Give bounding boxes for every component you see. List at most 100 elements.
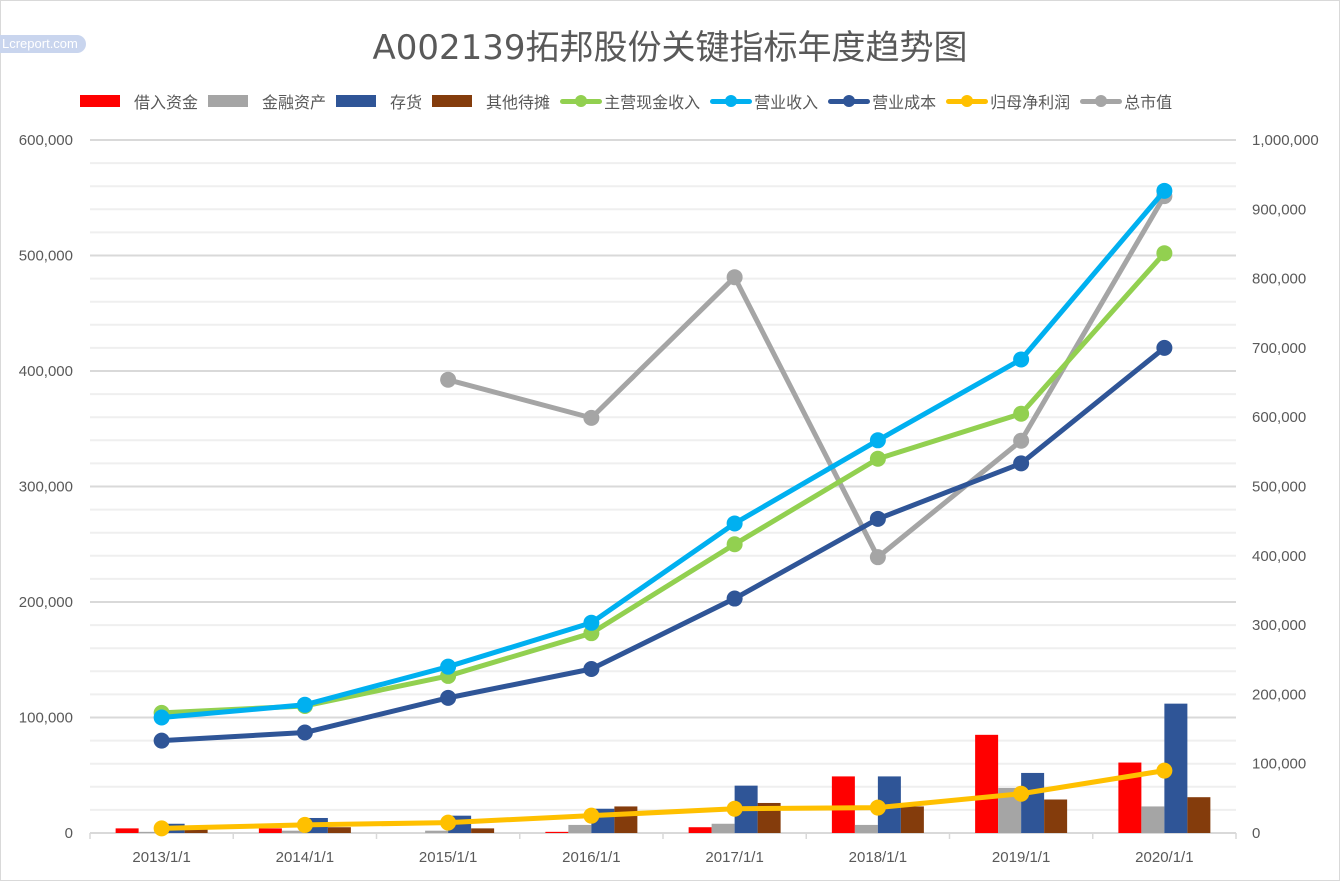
data-point — [869, 799, 886, 816]
bar — [568, 824, 592, 833]
legend-item-line-4[interactable]: 总市值 — [1080, 89, 1172, 113]
bar — [327, 827, 351, 833]
legend-swatch — [710, 95, 753, 107]
bar — [831, 776, 855, 833]
bar — [711, 823, 735, 833]
y-left-tick-label: 400,000 — [19, 363, 73, 380]
legend-item-line-1[interactable]: 营业收入 — [710, 89, 818, 113]
y-left-tick-label: 300,000 — [19, 479, 73, 496]
bar — [1141, 806, 1165, 833]
bar — [545, 831, 569, 833]
data-point — [440, 814, 457, 831]
y-left-tick-label: 600,000 — [19, 132, 73, 149]
data-point — [1156, 762, 1173, 779]
legend-item-line-0[interactable]: 主营现金收入 — [560, 89, 700, 113]
bar — [281, 830, 305, 833]
bar — [900, 806, 924, 833]
legend-item-line-3[interactable]: 归母净利润 — [946, 89, 1070, 113]
legend-label: 其他待摊 — [486, 93, 551, 112]
data-point — [869, 510, 886, 527]
y-right-tick-label: 800,000 — [1252, 271, 1306, 288]
data-point — [440, 371, 457, 388]
legend-label: 存货 — [390, 93, 423, 112]
bar — [688, 827, 712, 833]
series-line — [159, 345, 1167, 744]
y-right-tick-label: 600,000 — [1252, 409, 1306, 426]
watermark: Lcreport.com — [0, 35, 86, 53]
data-point — [296, 696, 313, 713]
bar — [614, 806, 638, 833]
data-point — [583, 807, 600, 824]
y-right-tick-label: 300,000 — [1252, 617, 1306, 634]
x-tick-label: 2015/1/1 — [419, 849, 477, 866]
data-point — [153, 732, 170, 749]
y-left-tick-label: 0 — [65, 825, 73, 842]
legend-label: 营业收入 — [754, 93, 819, 112]
y-right-tick-label: 700,000 — [1252, 340, 1306, 357]
bar — [1044, 799, 1068, 833]
legend-item-line-2[interactable]: 营业成本 — [828, 89, 936, 113]
legend: 借入资金 金融资产 存货 其他待摊 主营现金收入 营业收入 营业成本 归母净利润… — [80, 89, 1182, 113]
data-point — [583, 614, 600, 631]
data-point — [1013, 351, 1030, 368]
x-tick-label: 2016/1/1 — [562, 849, 620, 866]
legend-item-bar-1[interactable]: 金融资产 — [208, 89, 326, 113]
bar — [184, 829, 208, 833]
legend-label: 金融资产 — [262, 93, 327, 112]
data-point — [1156, 339, 1173, 356]
x-tick-label: 2014/1/1 — [276, 849, 334, 866]
data-point — [583, 660, 600, 677]
data-point — [440, 689, 457, 706]
bar — [854, 824, 878, 833]
gridlines — [90, 139, 1236, 811]
series-line — [445, 193, 1167, 560]
x-tick-label: 2013/1/1 — [132, 849, 190, 866]
legend-label: 总市值 — [1124, 93, 1173, 112]
y-right-tick-label: 900,000 — [1252, 201, 1306, 218]
data-point — [726, 800, 743, 817]
legend-label: 主营现金收入 — [604, 93, 701, 112]
data-point — [869, 432, 886, 449]
bar — [115, 828, 139, 833]
data-point — [726, 269, 743, 286]
data-point — [1156, 245, 1173, 262]
data-point — [726, 590, 743, 607]
bar — [1187, 797, 1211, 833]
legend-swatch — [946, 95, 989, 107]
data-point — [1013, 455, 1030, 472]
bar — [425, 830, 449, 833]
data-point — [1013, 405, 1030, 422]
series-line — [159, 250, 1167, 716]
y-left-tick-label: 100,000 — [19, 710, 73, 727]
legend-swatch — [828, 95, 871, 107]
legend-label: 归母净利润 — [990, 93, 1071, 112]
legend-item-bar-0[interactable]: 借入资金 — [80, 89, 198, 113]
data-point — [296, 724, 313, 741]
data-point — [869, 450, 886, 467]
y-right-tick-label: 1,000,000 — [1252, 132, 1319, 149]
bar — [258, 828, 282, 833]
y-right-tick-label: 400,000 — [1252, 548, 1306, 565]
series-line — [159, 768, 1167, 831]
data-point — [726, 536, 743, 553]
legend-item-bar-2[interactable]: 存货 — [336, 89, 422, 113]
y-left-tick-label: 500,000 — [19, 248, 73, 265]
x-tick-label: 2020/1/1 — [1135, 849, 1193, 866]
tick-labels: 2013/1/1 2014/1/1 2015/1/1 2016/1/1 2017/1/1… — [19, 132, 1319, 866]
legend-label: 借入资金 — [134, 93, 199, 112]
chart-title: A002139拓邦股份关键指标年度趋势图 — [372, 28, 968, 68]
data-point — [440, 658, 457, 675]
axes — [89, 832, 1237, 839]
bar — [138, 831, 162, 833]
legend-item-bar-3[interactable]: 其他待摊 — [432, 89, 550, 113]
y-right-tick-label: 100,000 — [1252, 756, 1306, 773]
bar — [975, 734, 999, 833]
legend-swatch — [432, 95, 473, 107]
legend-label: 营业成本 — [872, 93, 937, 112]
legend-swatch — [1080, 95, 1123, 107]
y-right-tick-label: 0 — [1252, 825, 1260, 842]
lines — [153, 182, 1173, 837]
data-point — [1156, 182, 1173, 199]
data-point — [153, 709, 170, 726]
